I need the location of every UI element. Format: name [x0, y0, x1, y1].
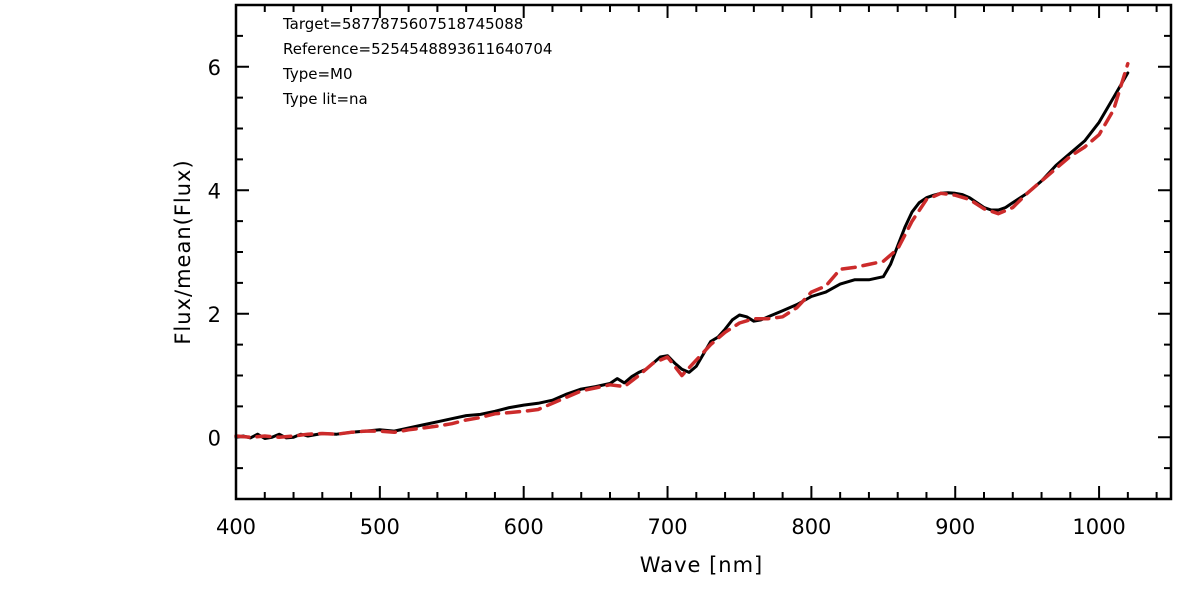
reference-spectrum-line — [234, 61, 1130, 440]
x-tick-label: 600 — [504, 515, 544, 539]
annotations: Target=5877875607518745088 Reference=525… — [282, 15, 552, 108]
target-spectrum-line — [234, 71, 1130, 440]
y-tick-label: 6 — [208, 56, 221, 80]
y-tick-label: 0 — [208, 426, 221, 450]
x-tick-label: 400 — [216, 515, 256, 539]
x-tick-label: 1000 — [1072, 515, 1125, 539]
tick-labels: 400 500 600 700 800 900 1000 0 2 4 6 — [208, 56, 1126, 539]
annotation-reference: Reference=5254548893611640704 — [283, 40, 552, 58]
y-axis-label: Flux/mean(Flux) — [171, 159, 195, 344]
plot-frame — [234, 3, 1173, 501]
annotation-type: Type=M0 — [282, 65, 353, 83]
annotation-type-lit: Type lit=na — [282, 90, 368, 108]
series-group — [234, 61, 1130, 440]
plot-border — [234, 3, 1173, 501]
x-axis-label: Wave [nm] — [640, 553, 763, 577]
y-tick-label: 4 — [208, 179, 221, 203]
x-tick-label: 900 — [935, 515, 975, 539]
annotation-target: Target=5877875607518745088 — [282, 15, 523, 33]
x-tick-label: 700 — [647, 515, 687, 539]
axes — [235, 4, 1171, 500]
x-tick-label: 800 — [791, 515, 831, 539]
x-tick-label: 500 — [360, 515, 400, 539]
y-tick-label: 2 — [208, 303, 221, 327]
